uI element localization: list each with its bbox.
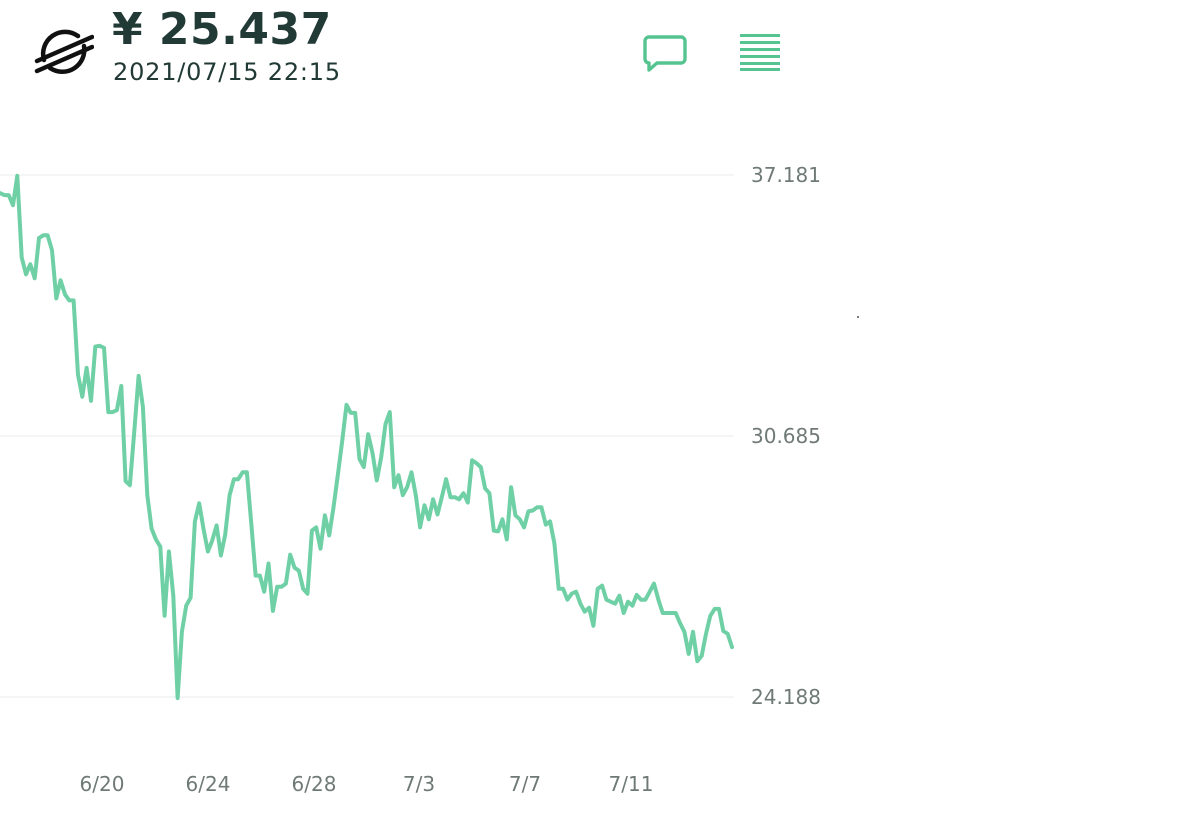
x-tick-label: 7/11 — [609, 772, 654, 796]
y-tick-label: 24.188 — [751, 685, 821, 709]
current-price: ¥ 25.437 — [112, 4, 332, 55]
x-tick-label: 6/24 — [186, 772, 231, 796]
price-timestamp: 2021/07/15 22:15 — [113, 58, 341, 86]
stellar-logo-icon — [34, 29, 94, 74]
x-tick-label: 7/3 — [403, 772, 435, 796]
comment-button[interactable] — [640, 32, 690, 74]
price-series-line — [0, 173, 734, 701]
x-axis-labels: 6/20 6/24 6/28 7/3 7/7 7/11 — [80, 772, 654, 796]
x-tick-label: 6/28 — [292, 772, 337, 796]
y-tick-label: 37.181 — [751, 163, 821, 187]
header-bar: ¥ 25.437 2021/07/15 22:15 — [0, 0, 1200, 100]
x-tick-label: 7/7 — [509, 772, 541, 796]
y-tick-label: 30.685 — [751, 424, 821, 448]
y-axis-labels: 37.181 30.685 24.188 — [751, 163, 821, 709]
menu-lines-icon — [740, 34, 780, 71]
comment-icon — [643, 35, 687, 72]
x-tick-label: 6/20 — [80, 772, 125, 796]
menu-button[interactable] — [738, 32, 782, 72]
stray-dot — [857, 316, 859, 318]
